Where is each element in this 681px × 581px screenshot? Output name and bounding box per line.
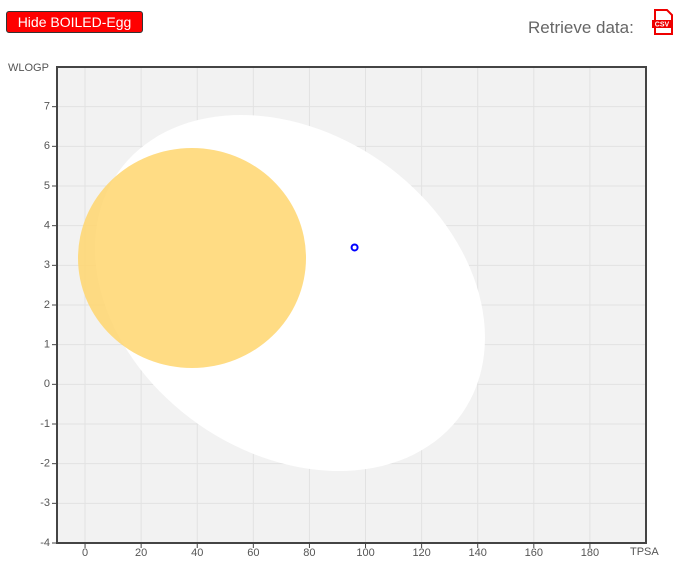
y-tick-label: 2 — [44, 299, 50, 311]
x-tick-label: 160 — [525, 547, 543, 559]
x-tick-label: 120 — [412, 547, 430, 559]
x-tick-label: 140 — [469, 547, 487, 559]
y-tick-label: 4 — [44, 220, 50, 232]
x-tick-label: 100 — [356, 547, 374, 559]
x-axis-label: TPSA — [630, 546, 659, 558]
toggle-egg-button[interactable]: Hide BOILED-Egg — [6, 11, 143, 33]
y-tick-label: 0 — [44, 378, 50, 390]
marks — [350, 243, 359, 252]
icon-band — [652, 20, 672, 28]
y-tick-label: -4 — [40, 537, 50, 549]
retrieve-label: Retrieve data: — [528, 18, 634, 37]
icon-text: CSV — [655, 21, 670, 28]
x-tick-label: 20 — [135, 547, 147, 559]
x-tick-label: 180 — [581, 547, 599, 559]
y-tick-label: -2 — [40, 458, 50, 470]
y-tick-label: -3 — [40, 497, 50, 509]
x-tick-label: 40 — [191, 547, 203, 559]
y-tick-label: 5 — [44, 180, 50, 192]
y-tick-label: 1 — [44, 339, 50, 351]
y-axis-label: WLOGP — [8, 62, 49, 74]
x-tick-label: 80 — [303, 547, 315, 559]
y-tick-label: 7 — [44, 101, 50, 113]
x-tick-label: 60 — [247, 547, 259, 559]
molecule-point — [350, 243, 359, 252]
x-tick-label: 0 — [82, 547, 88, 559]
egg-yolk — [78, 148, 306, 368]
y-tick-label: -1 — [40, 418, 50, 430]
csv-icon[interactable]: CSV — [651, 9, 675, 35]
y-tick-label: 6 — [44, 140, 50, 152]
y-tick-label: 3 — [44, 259, 50, 271]
